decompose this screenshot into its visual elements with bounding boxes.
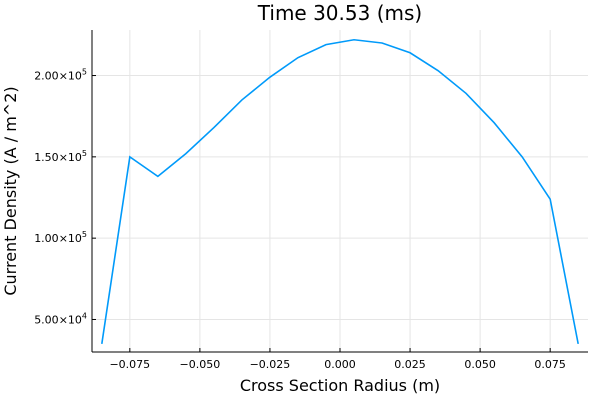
y-tick-exponent: 5 <box>82 68 87 77</box>
chart-title: Time 30.53 (ms) <box>257 1 422 25</box>
x-tick-label: −0.050 <box>180 358 221 371</box>
y-tick-mantissa: 5.00 <box>34 313 59 326</box>
y-tick-mantissa: 1.00 <box>34 232 59 245</box>
y-tick-exponent: 5 <box>82 149 87 158</box>
y-tick-base: ×10 <box>59 313 82 326</box>
y-tick-base: ×10 <box>59 70 82 83</box>
x-tick-label: −0.075 <box>109 358 150 371</box>
series-line-y1 <box>101 38 579 345</box>
y-tick-base: ×10 <box>59 232 82 245</box>
grid-lines <box>92 30 588 352</box>
y-tick-mantissa: 1.50 <box>34 151 59 164</box>
y-tick-mantissa: 2.00 <box>34 70 59 83</box>
y-axis-label: Current Density (A / m^2) <box>1 86 20 295</box>
x-ticks: −0.075 −0.050 −0.025 0.000 0.025 0.050 0.075 <box>109 348 566 371</box>
series <box>101 38 579 345</box>
y-tick-label: 1.00×105 <box>34 230 87 245</box>
x-tick-label: −0.025 <box>250 358 291 371</box>
y-tick-exponent: 4 <box>82 311 87 320</box>
y-tick-label: 5.00×104 <box>34 311 87 326</box>
y-tick-base: ×10 <box>59 151 82 164</box>
y-tick-exponent: 5 <box>82 230 87 239</box>
x-tick-label: 0.050 <box>464 358 496 371</box>
y-tick-label: 2.00×105 <box>34 68 87 83</box>
x-tick-label: 0.025 <box>394 358 426 371</box>
x-tick-label: 0.000 <box>324 358 356 371</box>
x-tick-label: 0.075 <box>534 358 566 371</box>
x-axis-label: Cross Section Radius (m) <box>240 376 440 395</box>
y-tick-label: 1.50×105 <box>34 149 87 164</box>
